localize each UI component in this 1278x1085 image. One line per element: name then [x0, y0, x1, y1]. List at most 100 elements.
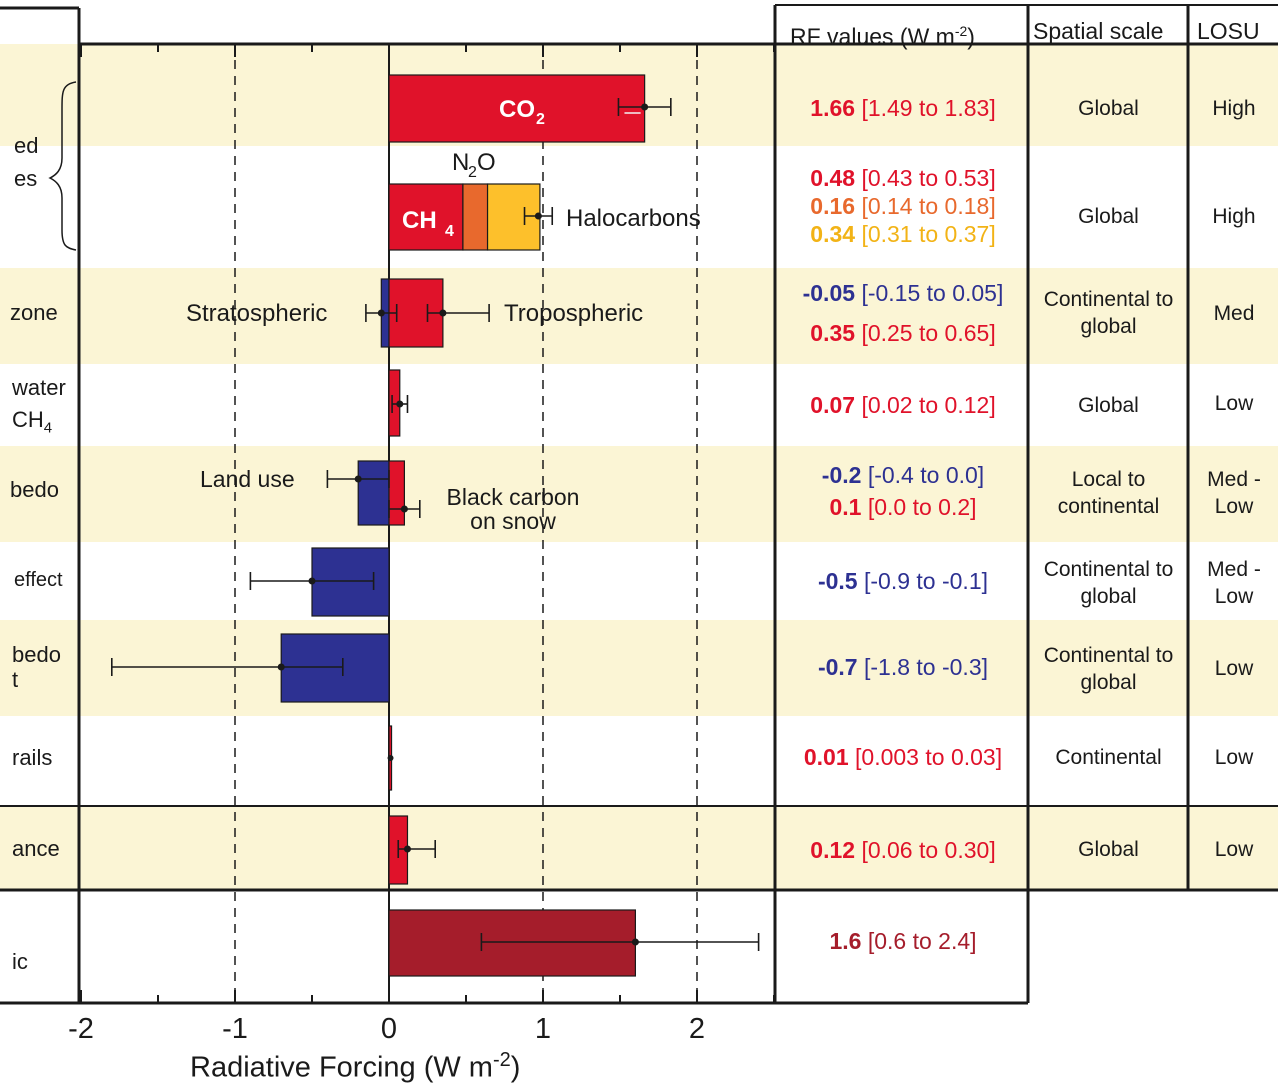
errorbar-halocarbons-dot [534, 212, 542, 220]
rf-range: [0.31 to 0.37] [861, 221, 996, 247]
errorbar-contrails-dot [387, 755, 394, 761]
row-label-contrails: rails [12, 745, 53, 770]
row-label-solar: ance [12, 836, 60, 861]
rf-num: 0.35 [810, 320, 856, 346]
label-halocarbons: Halocarbons [566, 205, 701, 232]
row-band [0, 806, 775, 890]
rf-range: [0.6 to 2.4] [867, 928, 977, 954]
errorbar-solar-dot [403, 845, 411, 853]
label-co2: CO [499, 96, 535, 123]
label-n2o: N [452, 149, 469, 176]
label-on-snow: on snow [470, 508, 556, 534]
rf-range: [-0.15 to 0.05] [861, 280, 1004, 306]
label-tropospheric: Tropospheric [504, 300, 643, 327]
errorbar-land-use-dot [354, 475, 362, 483]
rf-value-n2o: 0.16 [0.14 to 0.18] [778, 193, 1028, 219]
losu-albedo: Med - Low [1207, 468, 1261, 518]
row-label-ch4-text: CH [12, 407, 44, 432]
table-row-band [1028, 620, 1278, 716]
losu-solar: Low [1214, 838, 1254, 861]
scale-solar: Global [1078, 838, 1139, 861]
rf-value-trop-ozone: 0.35 [0.25 to 0.65] [778, 320, 1028, 346]
rf-value-strat-water: 0.07 [0.02 to 0.12] [778, 392, 1028, 418]
rf-num: 0.01 [803, 744, 849, 770]
errorbar-black-carbon-dot [400, 505, 408, 513]
rf-row-band [775, 446, 1028, 542]
rf-num: 1.66 [810, 95, 856, 121]
rf-value-direct-effect: -0.5 [-0.9 to -0.1] [778, 568, 1028, 594]
rf-num: 1.6 [829, 928, 862, 954]
rf-header-text: RF values (W m [790, 23, 955, 50]
scale-contrails: Continental [1055, 746, 1162, 769]
rf-range: [0.0 to 0.2] [867, 494, 977, 520]
bar-cloud-albedo [280, 633, 390, 703]
rf-header-sup: -2 [954, 23, 968, 39]
x-tick-label: -2 [68, 1013, 94, 1045]
bar-halocarbons [486, 183, 541, 251]
row-band [0, 44, 775, 146]
rf-range: [0.25 to 0.65] [861, 320, 996, 346]
errorbar-strat-ozone-dot [377, 309, 385, 317]
rf-num: 0.07 [810, 392, 856, 418]
losu-direct: Med - Low [1207, 558, 1261, 608]
label-black-carbon: Black carbon [447, 484, 580, 510]
bar-n2o [462, 183, 489, 251]
rf-num: 0.34 [810, 221, 856, 247]
rf-row-band [775, 620, 1028, 716]
losu-ozone: Med [1213, 302, 1255, 325]
rf-value-land-use: -0.2 [-0.4 to 0.0] [778, 462, 1028, 488]
x-tick-label: 1 [535, 1013, 551, 1045]
errorbar-co2-dot [641, 103, 649, 111]
rf-value-solar: 0.12 [0.06 to 0.30] [778, 837, 1028, 863]
rf-range: [0.02 to 0.12] [861, 392, 996, 418]
rf-header-close: ) [967, 23, 975, 50]
label-co2-sub: 2 [536, 111, 545, 128]
x-axis-title-text: Radiative Forcing (W m [190, 1051, 493, 1084]
row-label-ghg-1: ed [14, 133, 39, 158]
rf-range: [0.06 to 0.30] [861, 837, 996, 863]
greenhouse-gas-brace [48, 81, 77, 251]
row-label-ch4: CH4 [12, 408, 52, 440]
errorbar-total-dot [631, 938, 639, 946]
rf-row-band [775, 268, 1028, 364]
rf-range: [0.14 to 0.18] [861, 193, 996, 219]
errorbar-cloud-albedo-dot [277, 663, 285, 671]
scale-albedo: Local to continental [1057, 468, 1160, 518]
bar-black-carbon [388, 460, 405, 526]
row-label-direct-effect: effect [14, 569, 63, 591]
rf-value-ch4: 0.48 [0.43 to 0.53] [778, 165, 1028, 191]
losu-ghg: High [1212, 205, 1256, 228]
rf-values-header: RF values (W m-2) [790, 18, 975, 50]
rf-num: -0.2 [821, 462, 862, 488]
label-n2o-tail: O [477, 149, 496, 176]
table-row-band [1028, 268, 1278, 364]
rf-num: 0.1 [829, 494, 862, 520]
rf-range: [-0.4 to 0.0] [867, 462, 985, 488]
row-label-ghg-2: es [14, 166, 38, 191]
rf-row-band [775, 806, 1028, 890]
x-tick-label: -1 [222, 1013, 248, 1045]
scale-ozone: Continental to global [1043, 288, 1174, 338]
errorbar-aerosol-direct-dot [308, 577, 316, 585]
row-label-ch4-sub: 4 [43, 419, 53, 437]
scale-cloud: Continental to global [1043, 644, 1174, 694]
x-axis-title-sup: -2 [492, 1049, 511, 1071]
table-row-band [1028, 806, 1278, 890]
rf-num: -0.05 [802, 280, 856, 306]
losu-contrails: Low [1214, 746, 1254, 769]
errorbar-trop-ozone-dot [439, 309, 447, 317]
row-label-total: ic [12, 949, 28, 974]
losu-header: LOSU [1197, 18, 1260, 44]
rf-num: 0.48 [810, 165, 856, 191]
rf-value-black-carbon: 0.1 [0.0 to 0.2] [778, 494, 1028, 520]
x-tick-label: 0 [381, 1013, 397, 1045]
scale-direct: Continental to global [1043, 558, 1174, 608]
row-label-water: water [12, 375, 66, 400]
rf-num: -0.7 [817, 654, 858, 680]
errorbar-strat-water-dot [396, 400, 404, 408]
bar-ch4 [388, 183, 464, 251]
bar-aerosol-direct [311, 547, 390, 617]
rf-range: [1.49 to 1.83] [861, 95, 996, 121]
row-label-cloud-albedo-2: t [12, 667, 19, 692]
